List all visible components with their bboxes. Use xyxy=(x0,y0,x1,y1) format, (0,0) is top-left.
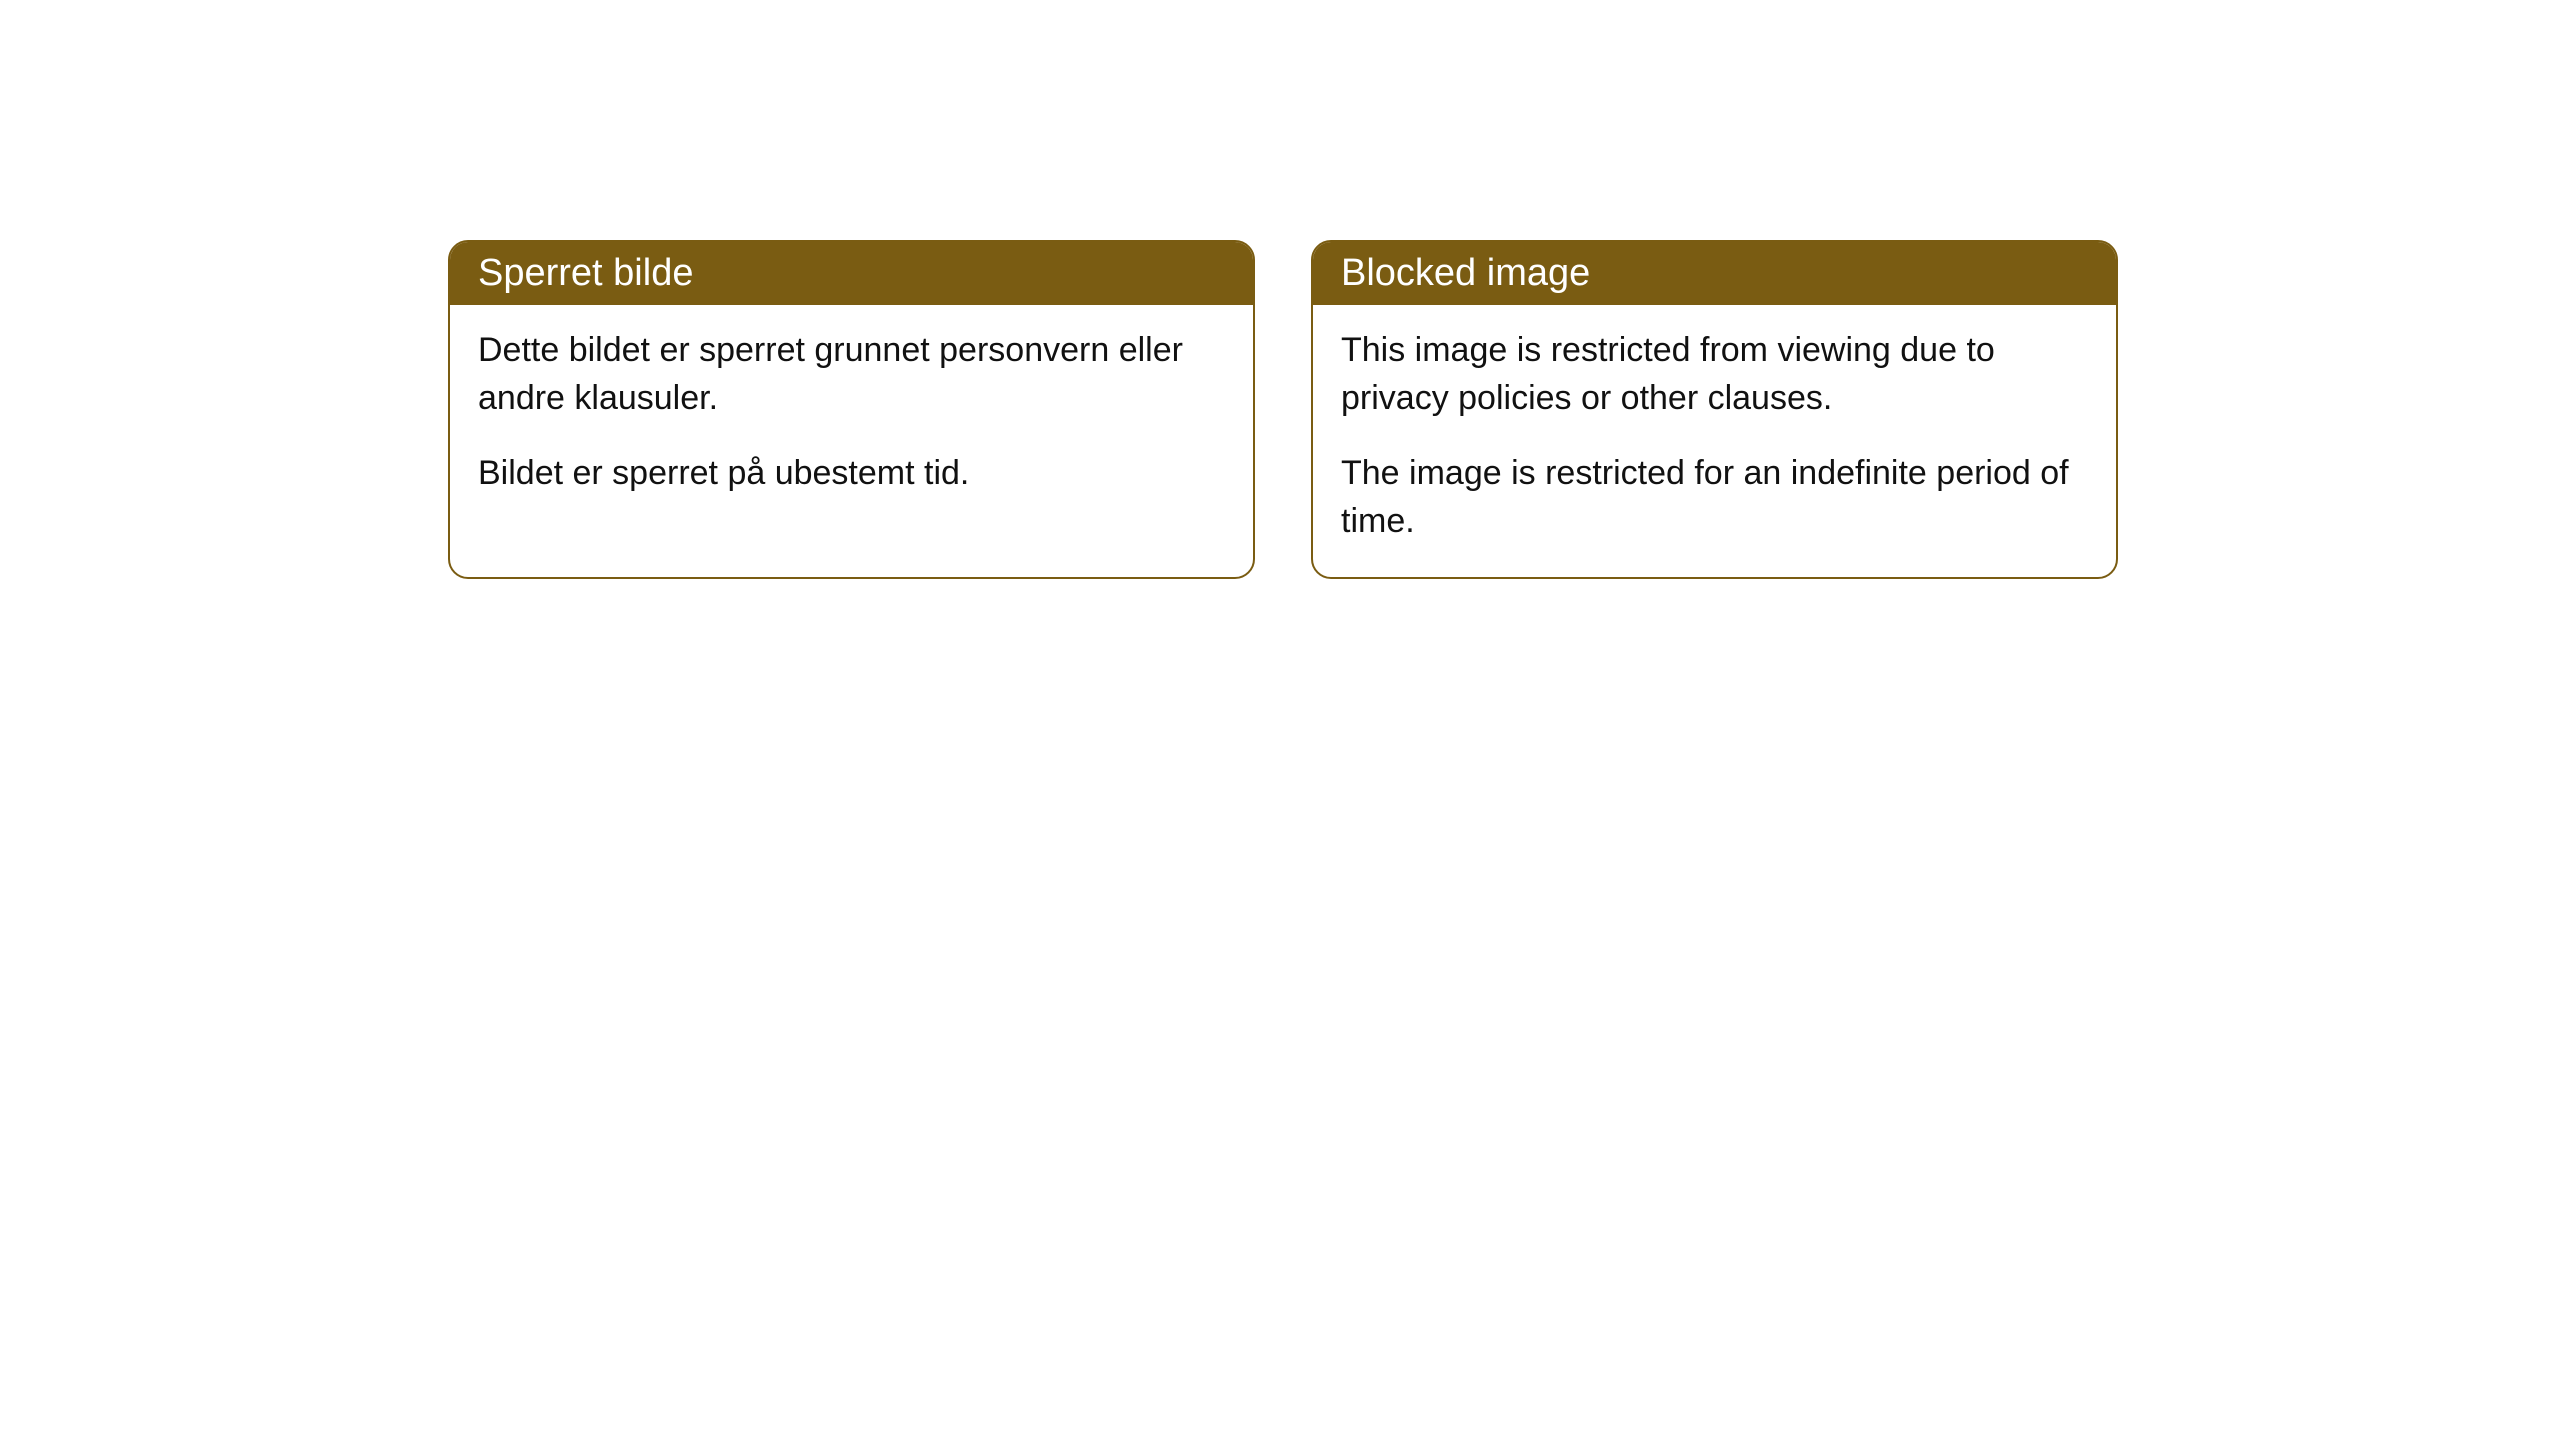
notice-card-english: Blocked image This image is restricted f… xyxy=(1311,240,2118,579)
notice-body-english: This image is restricted from viewing du… xyxy=(1313,305,2116,577)
notice-container: Sperret bilde Dette bildet er sperret gr… xyxy=(0,0,2560,579)
notice-text-norwegian-2: Bildet er sperret på ubestemt tid. xyxy=(478,450,1225,498)
notice-header-english: Blocked image xyxy=(1313,242,2116,305)
notice-text-norwegian-1: Dette bildet er sperret grunnet personve… xyxy=(478,327,1225,422)
notice-text-english-2: The image is restricted for an indefinit… xyxy=(1341,450,2088,545)
notice-card-norwegian: Sperret bilde Dette bildet er sperret gr… xyxy=(448,240,1255,579)
notice-text-english-1: This image is restricted from viewing du… xyxy=(1341,327,2088,422)
notice-header-norwegian: Sperret bilde xyxy=(450,242,1253,305)
notice-body-norwegian: Dette bildet er sperret grunnet personve… xyxy=(450,305,1253,530)
